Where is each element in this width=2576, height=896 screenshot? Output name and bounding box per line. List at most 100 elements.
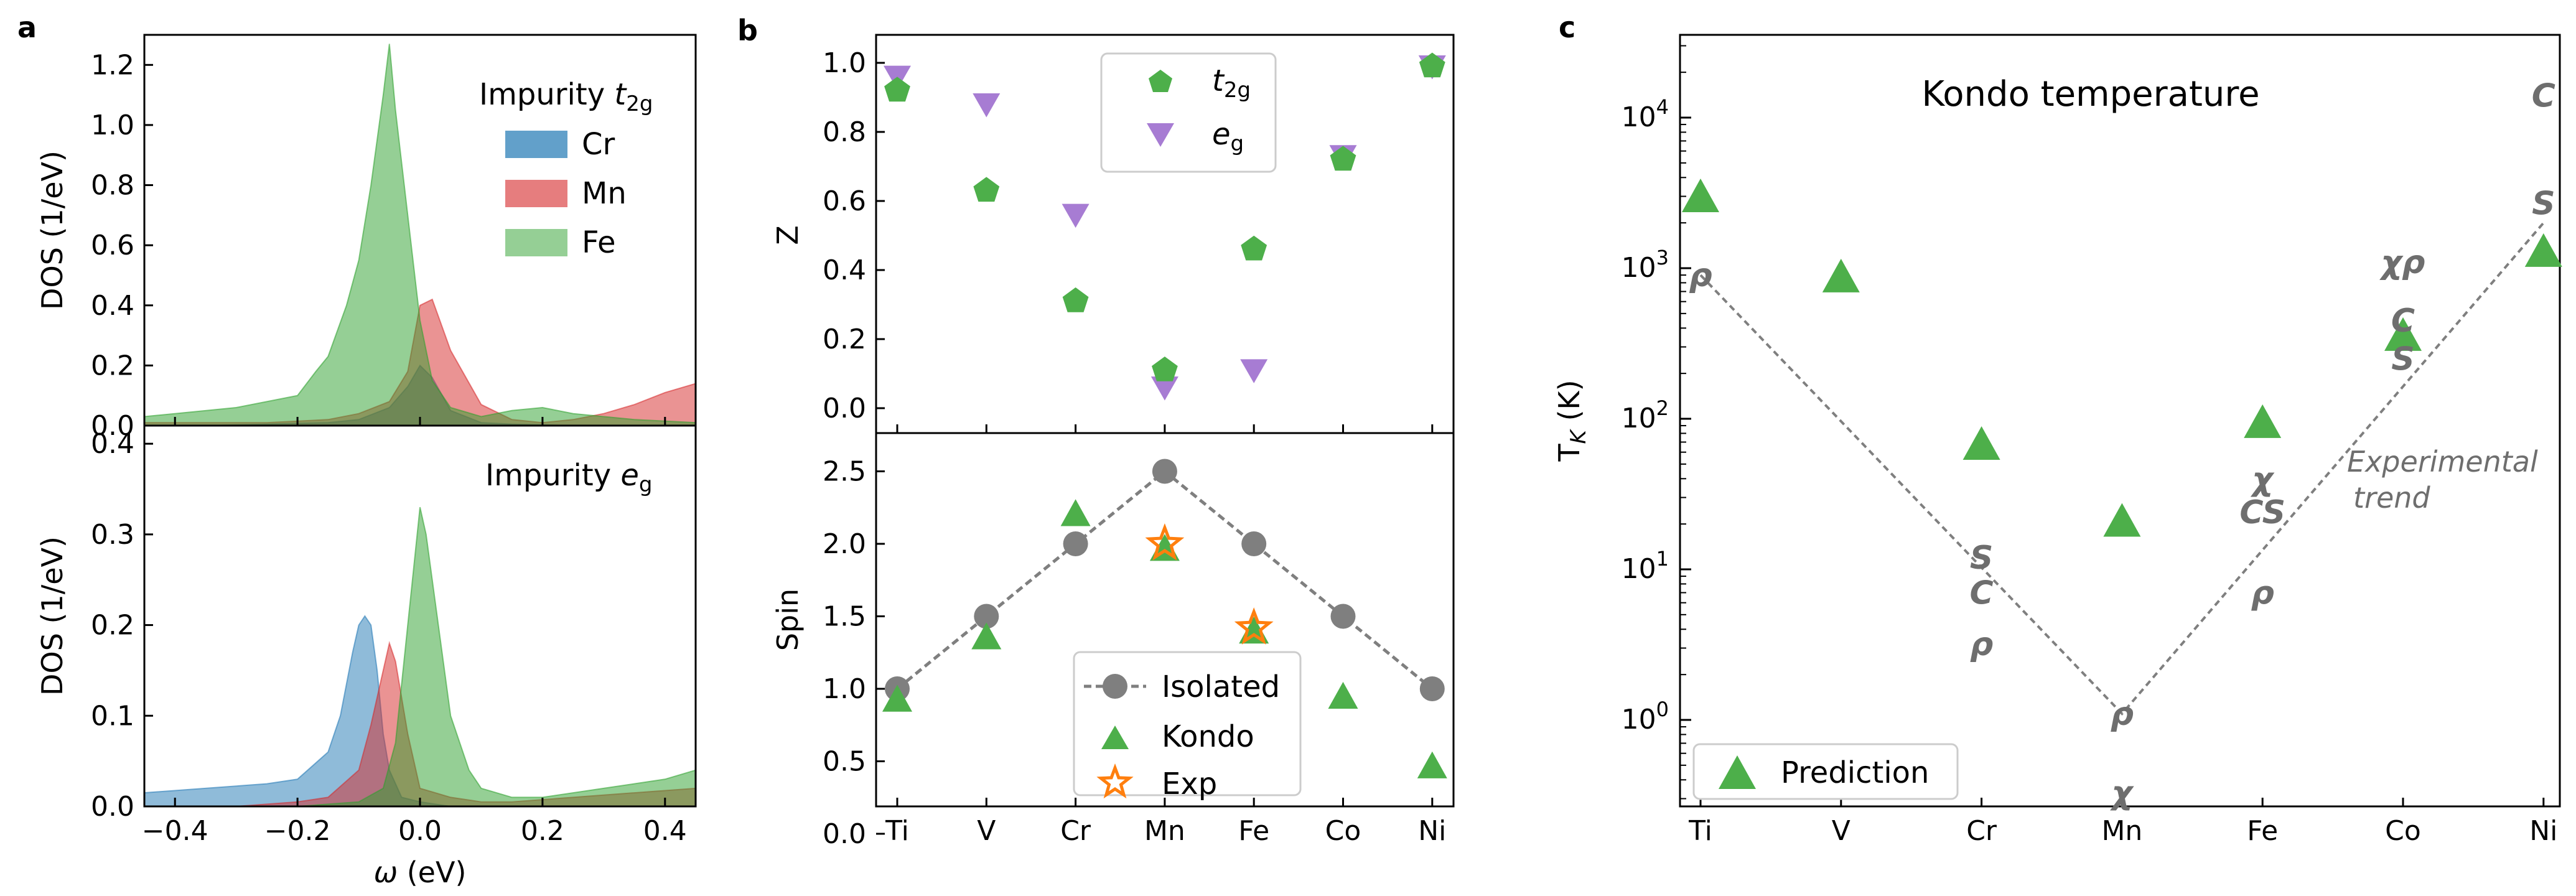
isolated-point-mn — [1152, 459, 1177, 484]
b-xtick-label-ti: Ti — [885, 815, 909, 847]
legend-marker-exp — [1096, 763, 1134, 799]
b-top-ytick-label: 1.0 — [823, 47, 866, 79]
panel-letter-b: b — [737, 14, 758, 47]
c-annotation-fe: CS — [2239, 494, 2285, 531]
legend-label-isolated: Isolated — [1162, 670, 1280, 704]
c-annotation-ni: C — [2532, 78, 2555, 115]
a-top-title: Impurity t2g — [479, 77, 653, 116]
a-top-ytick-label: 0.0 — [91, 410, 134, 442]
c-annotation-co: C — [2391, 302, 2415, 340]
c-legend-box — [1692, 743, 1959, 800]
c-xtick-label-co: Co — [2385, 815, 2421, 847]
c-ytick-label: 104 — [1622, 95, 1669, 133]
legend-label-prediction: Prediction — [1781, 755, 1929, 790]
legend-marker-t2g — [1149, 70, 1172, 92]
legend-label-eg: eg — [1212, 117, 1244, 156]
legend-marker-eg — [1147, 123, 1174, 147]
b-xtick-label-v: V — [977, 815, 996, 847]
b-top-ytick-label: 0.6 — [823, 185, 866, 217]
c-ticks: 100 101 102 103 104 Ti V Cr Mn Fe Co Ni — [1622, 45, 2557, 847]
a-bottom-ticks: 0.0 0.1 0.2 0.3 0.4 −0.4 −0.2 0.0 0.2 0.4 — [91, 428, 687, 847]
legend-label-fe: Fe — [582, 225, 616, 260]
t2g-point-ni — [1419, 52, 1445, 78]
c-ylabel: TK (K) — [1552, 380, 1591, 462]
t2g-point-cr — [1062, 287, 1089, 312]
kondo-point-v — [971, 622, 1002, 650]
b-bottom-ytick-label: 2.0 — [823, 528, 866, 560]
b-bottom-ytick-label: 2.5 — [823, 456, 866, 488]
a-xtick-label: 0.4 — [643, 815, 687, 847]
eg-point-cr — [1062, 203, 1090, 228]
b-bottom-ytick-label: 1.0 — [823, 673, 866, 705]
a-bot-areas — [144, 506, 696, 807]
c-annotation-ni: S — [2532, 185, 2555, 223]
prediction-point-cr — [1962, 426, 2000, 460]
c-ytick-label: 103 — [1622, 246, 1669, 284]
b-bottom-marks — [882, 459, 1447, 778]
a-bottom-ytick-label: 0.4 — [91, 428, 134, 460]
b-xtick-label-fe: Fe — [1238, 815, 1269, 847]
c-annotation-mn: χ — [2110, 775, 2135, 812]
c-trend-label-line2: trend — [2353, 481, 2430, 515]
c-trend-label-line1: Experimental — [2347, 445, 2538, 478]
b-xtick-label-cr: Cr — [1060, 815, 1091, 847]
b-top-marks — [884, 52, 1446, 401]
a-bottom-ylabel: DOS (1/eV) — [35, 536, 69, 696]
a-top-ytick-label: 0.8 — [91, 170, 134, 202]
b-bottom-ytick-label: 0.0 — [823, 818, 866, 850]
a-bottom-ytick-label: 0.2 — [91, 610, 134, 642]
legend-swatch-mn — [505, 180, 567, 207]
kondo-point-co — [1328, 681, 1358, 709]
c-annotation-co: S — [2391, 341, 2414, 378]
a-bottom-area-fe — [144, 506, 696, 807]
c-annotation-mn: ρ — [2111, 696, 2134, 733]
c-ytick-label: 100 — [1622, 698, 1669, 735]
c-xtick-label-v: V — [1832, 815, 1850, 847]
a-bottom-title: Impurity eg — [485, 458, 652, 497]
legend-marker-kondo — [1101, 726, 1129, 749]
t2g-point-ti — [884, 77, 910, 102]
c-xtick-label-fe: Fe — [2247, 815, 2278, 847]
c-annotation-cr: C — [1970, 574, 1994, 612]
eg-point-mn — [1150, 376, 1178, 401]
legend-label-exp: Exp — [1162, 767, 1217, 801]
legend-label-t2g: t2g — [1212, 63, 1251, 103]
panel-letter-a: a — [17, 11, 37, 44]
a-xlabel: ω (eV) — [374, 856, 467, 889]
t2g-point-mn — [1152, 357, 1178, 381]
legend-swatch-cr — [505, 131, 567, 158]
b-top-ylabel: Z — [771, 225, 805, 245]
prediction-point-mn — [2103, 503, 2141, 537]
b-ticks: 0.0 0.2 0.4 0.6 0.8 1.0 0.0 0.5 1.0 1.5 2.0 2.5 Ti V C… — [823, 47, 1446, 850]
b-top-ytick-label: 0.0 — [823, 393, 866, 424]
a-xtick-label: 0.2 — [521, 815, 564, 847]
panel-letter-c: c — [1559, 11, 1575, 44]
a-top-ticks: 0.0 0.2 0.4 0.6 0.8 1.0 1.2 — [91, 49, 666, 442]
eg-point-v — [973, 93, 1001, 118]
a-xtick-label: −0.4 — [142, 815, 208, 847]
t2g-point-fe — [1241, 235, 1267, 261]
legend-label-cr: Cr — [582, 127, 615, 162]
prediction-point-v — [1822, 258, 1860, 292]
prediction-point-ni — [2524, 233, 2562, 267]
legend-swatch-fe — [505, 229, 567, 256]
c-title: Kondo temperature — [1921, 74, 2259, 114]
c-ytick-label: 101 — [1622, 547, 1669, 585]
c-annotation-cr: S — [1970, 539, 1993, 577]
t2g-point-co — [1330, 146, 1356, 171]
b-bottom-legend-box — [1073, 651, 1302, 796]
kondo-point-cr — [1060, 499, 1091, 526]
c-xtick-label-ni: Ni — [2529, 815, 2557, 847]
isolated-point-ni — [1419, 676, 1445, 701]
legend-label-mn: Mn — [582, 176, 627, 211]
a-bottom-ytick-label: 0.3 — [91, 519, 134, 551]
prediction-point-co — [2384, 317, 2422, 351]
prediction-point-ti — [1682, 179, 1719, 213]
c-annotation-fe: χ — [2250, 460, 2275, 498]
exp-point-mn — [1145, 523, 1185, 561]
a-xtick-label: −0.2 — [264, 815, 331, 847]
exp-point-fe — [1234, 607, 1274, 645]
a-top-ytick-label: 0.6 — [91, 230, 134, 261]
c-annotation-fe: ρ — [2251, 574, 2274, 612]
